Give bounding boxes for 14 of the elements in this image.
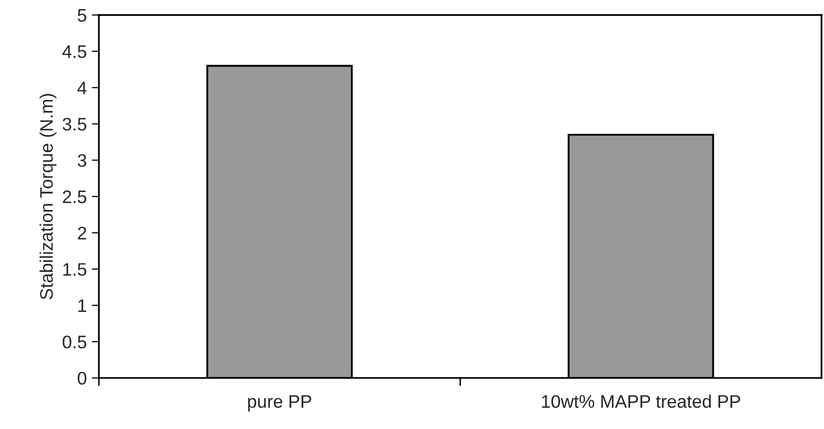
y-axis-title: Stabilization Torque (N.m) xyxy=(40,94,56,300)
y-tick-label: 4 xyxy=(77,82,87,94)
y-tick-label: 2 xyxy=(78,226,86,240)
y-tick-label: 0 xyxy=(78,372,86,385)
y-tick-label: 0.5 xyxy=(62,336,86,348)
y-tick-label: 1 xyxy=(78,299,86,312)
y-tick-label: 3 xyxy=(78,154,86,167)
y-tick-label: 1.5 xyxy=(63,263,86,276)
y-tick-label: 5 xyxy=(78,9,86,22)
y-tick-label: 3.5 xyxy=(62,118,86,131)
x-tick-label: pure PP xyxy=(248,395,312,412)
y-tick-label: 2.5 xyxy=(62,190,86,204)
y-tick-label: 4.5 xyxy=(62,45,86,58)
x-tick-label: 10wt% MAPP treated PP xyxy=(542,394,740,408)
